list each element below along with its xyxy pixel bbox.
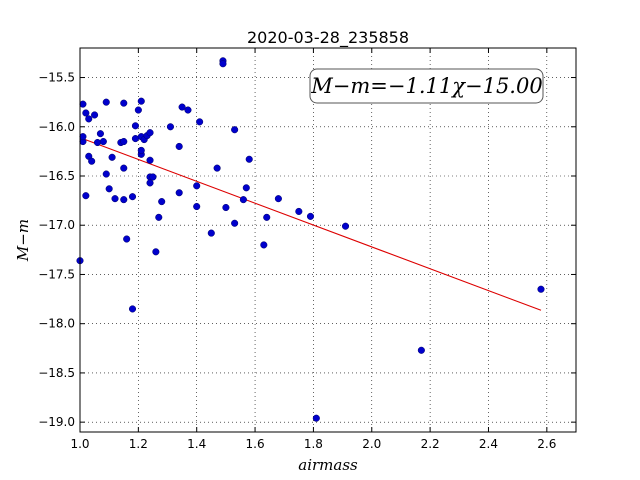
data-point (245, 155, 253, 163)
data-point (120, 137, 128, 146)
y-tick-label: −16.0 (38, 120, 75, 134)
x-tick-label: 1.0 (70, 437, 89, 451)
data-point (231, 126, 239, 134)
y-tick-label: −17.5 (38, 267, 75, 281)
data-point (175, 189, 183, 197)
data-point (155, 213, 163, 221)
data-point (260, 241, 268, 249)
annotation-text: M−m=−1.11χ−15.00 (310, 74, 542, 98)
data-point (263, 213, 271, 221)
data-point (274, 195, 282, 203)
y-tick-label: −17.0 (38, 218, 75, 232)
data-point (93, 138, 102, 147)
data-point (149, 173, 157, 181)
data-point (178, 103, 186, 111)
x-tick-label: 1.8 (304, 437, 323, 451)
data-point (312, 414, 320, 422)
data-point (193, 202, 201, 211)
data-point (152, 248, 160, 256)
data-point (207, 229, 215, 237)
data-point (102, 170, 110, 178)
data-point (105, 185, 113, 193)
data-point (219, 60, 227, 68)
data-point (123, 235, 131, 243)
data-point (146, 129, 154, 137)
data-point (242, 184, 250, 192)
axis-ticks (79, 48, 576, 432)
annotation-box: M−m=−1.11χ−15.00 (309, 68, 544, 104)
data-point (306, 212, 315, 220)
y-tick-label: −18.0 (38, 317, 75, 331)
data-point (134, 106, 142, 114)
x-tick-labels: 1.0 1.2 1.4 1.6 1.8 2.0 2.2 2.4 2.6 (70, 437, 556, 451)
y-tick-labels: −15.5 −16.0 −16.5 −17.0 −17.5 −18.0 −18.5 −19.0 (38, 71, 75, 430)
data-point (102, 98, 110, 106)
fit-line (79, 137, 542, 311)
y-tick-label: −16.5 (38, 169, 75, 183)
data-point (120, 196, 128, 204)
data-point (79, 100, 87, 108)
y-axis-label: M−m (14, 219, 32, 262)
chart-title: 2020-03-28_235858 (247, 28, 409, 48)
data-point (137, 146, 145, 154)
y-tick-label: −19.0 (38, 415, 75, 429)
data-point (295, 207, 303, 215)
data-point (417, 346, 425, 354)
data-point (146, 156, 154, 164)
data-points (76, 57, 545, 422)
x-tick-label: 1.6 (246, 437, 265, 451)
data-point (222, 203, 230, 212)
grid-lines (79, 48, 576, 432)
data-point (239, 196, 247, 204)
data-point (137, 97, 145, 105)
data-point (196, 118, 204, 126)
data-point (108, 153, 116, 161)
data-point (175, 142, 183, 151)
plot-frame (79, 47, 577, 433)
data-point (341, 222, 350, 230)
data-point (128, 193, 137, 201)
data-point (120, 164, 128, 172)
data-point (213, 164, 221, 172)
data-point (131, 122, 139, 130)
x-tick-label: 2.2 (421, 437, 440, 451)
data-point (85, 115, 93, 123)
y-tick-label: −15.5 (38, 71, 75, 85)
data-point (111, 195, 119, 203)
data-point (91, 111, 99, 119)
data-point (79, 133, 87, 141)
data-point (166, 123, 174, 131)
x-tick-label: 2.4 (479, 437, 498, 451)
x-tick-label: 2.6 (537, 437, 556, 451)
x-tick-label: 2.0 (362, 437, 381, 451)
data-point (99, 137, 107, 146)
data-point (88, 157, 96, 165)
data-point (158, 198, 166, 206)
x-axis-label: airmass (298, 456, 358, 474)
data-point (146, 179, 154, 187)
data-point (82, 192, 90, 200)
data-point (231, 219, 239, 227)
data-point (120, 99, 128, 107)
data-point (193, 182, 201, 190)
data-point (184, 106, 192, 114)
annotation-frame (309, 68, 544, 104)
x-tick-label: 1.4 (187, 437, 206, 451)
x-tick-label: 1.2 (129, 437, 148, 451)
data-point (537, 285, 545, 293)
data-point (82, 109, 90, 117)
fit-line-group (79, 137, 542, 311)
data-point (128, 305, 137, 313)
y-tick-label: −18.5 (38, 366, 75, 380)
data-point (96, 130, 104, 138)
